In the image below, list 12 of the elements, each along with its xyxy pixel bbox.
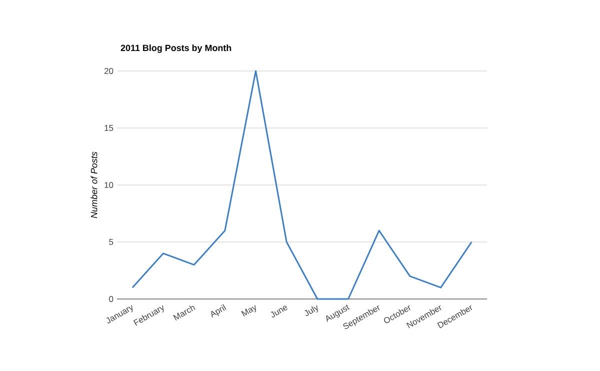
- y-tick-label: 0: [109, 296, 114, 302]
- y-axis-title: Number of Posts: [90, 152, 98, 218]
- y-tick-label: 5: [109, 239, 114, 245]
- x-tick-label: April: [211, 304, 226, 318]
- x-tick-label: July: [304, 305, 318, 316]
- x-tick-label: June: [270, 306, 288, 318]
- y-tick-label: 15: [104, 125, 114, 131]
- y-tick-label: 20: [104, 68, 114, 74]
- line-series: [132, 70, 472, 300]
- y-tick-label: 10: [104, 182, 114, 188]
- x-tick-label: May: [241, 304, 256, 317]
- chart-title: 2011 Blog Posts by Month: [120, 44, 232, 53]
